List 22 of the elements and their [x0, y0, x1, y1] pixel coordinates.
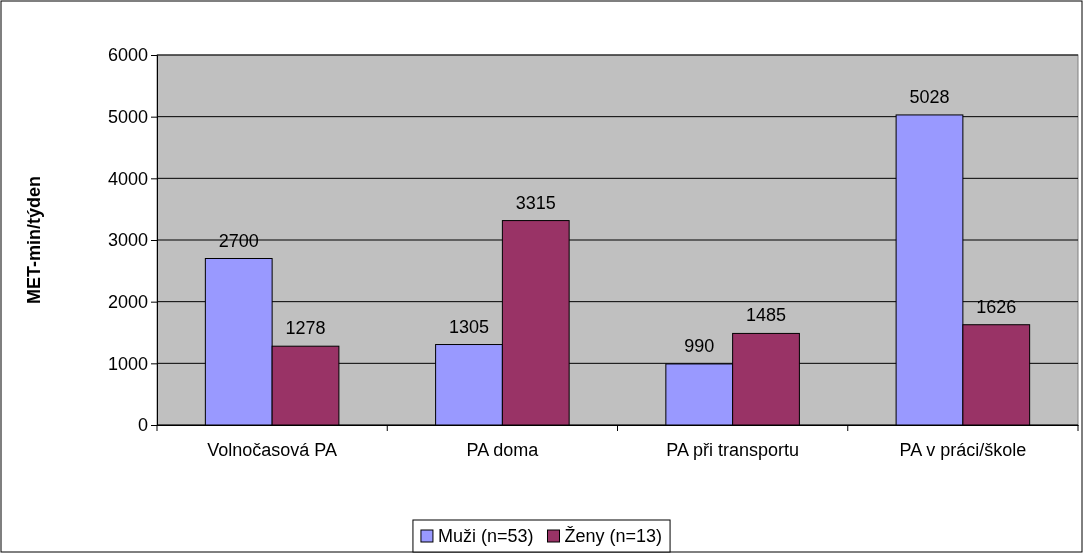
- data-label: 3315: [515, 192, 556, 213]
- legend-label: Ženy (n=13): [564, 526, 663, 546]
- data-label: 5028: [909, 86, 950, 107]
- y-tick-label: 5000: [107, 106, 148, 127]
- data-label: 1485: [745, 305, 787, 326]
- data-label: 1626: [976, 296, 1017, 317]
- x-tick-label: PA při transportu: [666, 439, 799, 460]
- data-label: 990: [684, 335, 715, 356]
- y-tick-label: 4000: [107, 168, 148, 189]
- data-label: 1305: [448, 316, 490, 337]
- x-tick-label: PA v práci/škole: [899, 439, 1027, 460]
- y-tick-label: 1000: [107, 353, 148, 374]
- y-axis-title: MET-min/týden: [24, 175, 44, 305]
- y-tick-label: 6000: [107, 45, 148, 66]
- x-tick-label: Volnočasová PA: [207, 439, 338, 460]
- legend-label: Muži (n=53): [437, 526, 534, 546]
- y-tick-label: 3000: [107, 230, 148, 251]
- data-label: 1278: [285, 318, 326, 339]
- y-tick-label: 0: [137, 415, 148, 436]
- y-tick-label: 2000: [107, 291, 148, 312]
- data-label: 2700: [218, 230, 259, 251]
- x-tick-label: PA doma: [466, 439, 540, 460]
